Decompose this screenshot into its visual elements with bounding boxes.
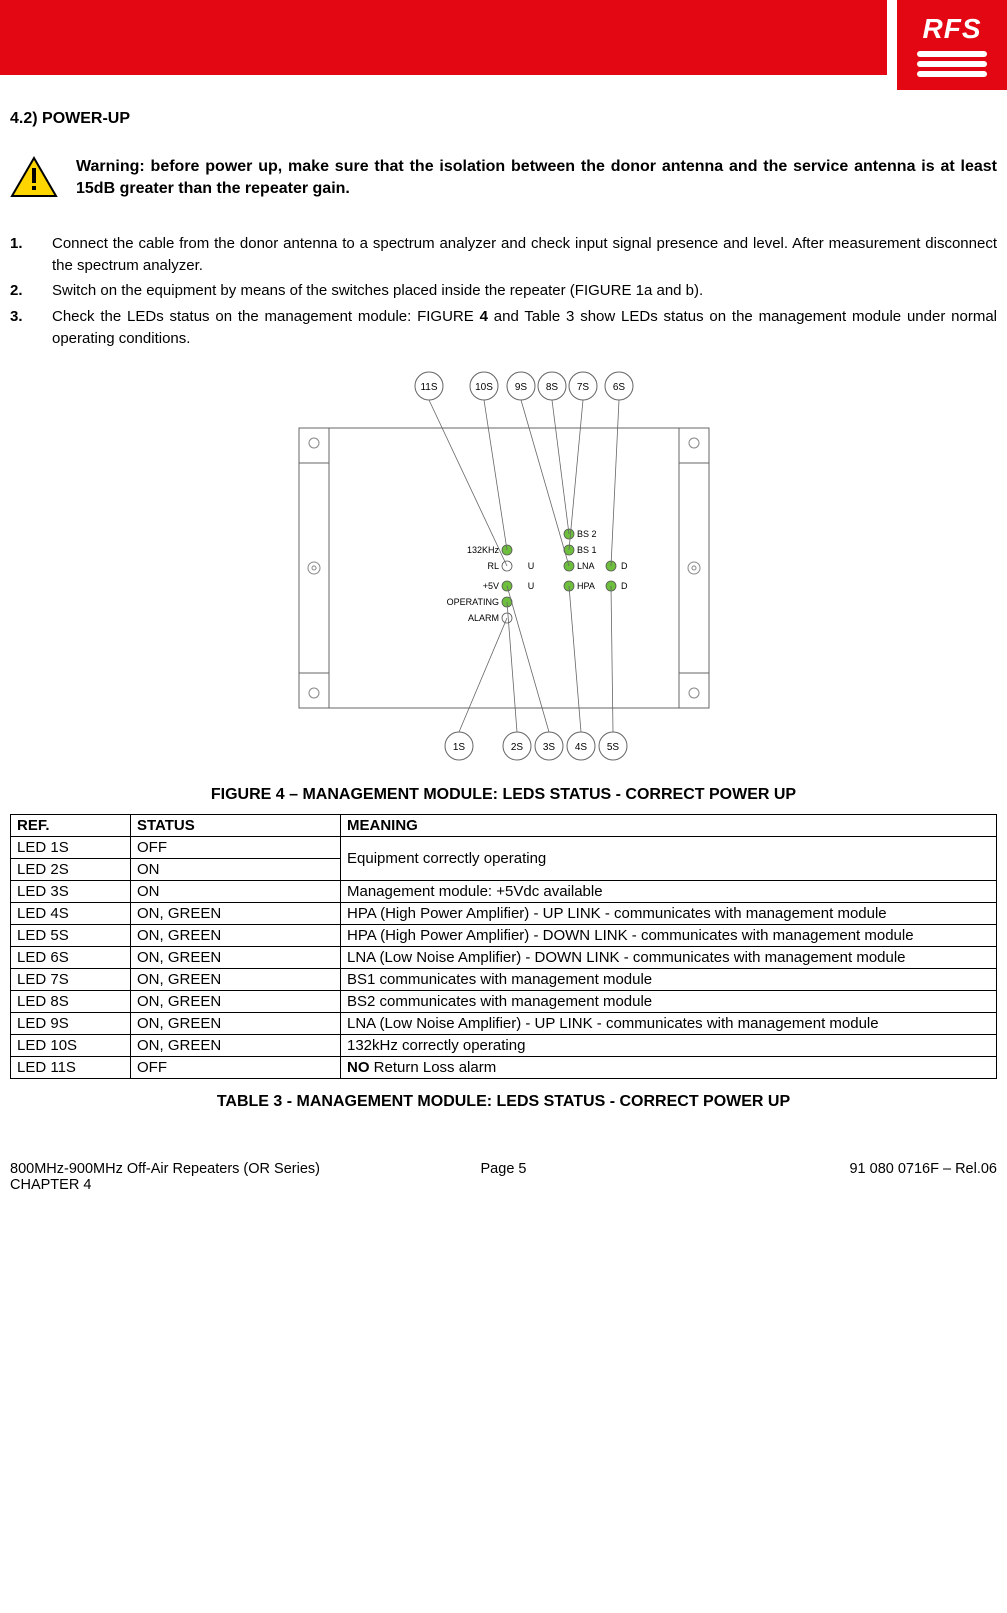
- table-row: LED 9SON, GREENLNA (Low Noise Amplifier)…: [11, 1012, 997, 1034]
- footer-page-number: Page 5: [481, 1161, 527, 1177]
- table-caption: TABLE 3 - MANAGEMENT MODULE: LEDS STATUS…: [10, 1093, 997, 1111]
- svg-text:D: D: [621, 581, 628, 591]
- red-banner: [0, 0, 887, 75]
- cell-ref: LED 3S: [11, 880, 131, 902]
- table-row: LED 11SOFFNO Return Loss alarm: [11, 1056, 997, 1078]
- section-title: 4.2) POWER-UP: [10, 110, 997, 128]
- cell-ref: LED 8S: [11, 990, 131, 1012]
- table-row: LED 10SON, GREEN132kHz correctly operati…: [11, 1034, 997, 1056]
- table-row: LED 5SON, GREENHPA (High Power Amplifier…: [11, 924, 997, 946]
- svg-text:D: D: [621, 561, 628, 571]
- step-item: 3. Check the LEDs status on the manageme…: [10, 306, 997, 350]
- svg-text:132KHz: 132KHz: [466, 545, 499, 555]
- steps-list: 1. Connect the cable from the donor ante…: [10, 233, 997, 350]
- cell-status: ON, GREEN: [131, 902, 341, 924]
- step-item: 1. Connect the cable from the donor ante…: [10, 233, 997, 277]
- cell-meaning: HPA (High Power Amplifier) - UP LINK - c…: [341, 902, 997, 924]
- cell-ref: LED 9S: [11, 1012, 131, 1034]
- cell-ref: LED 2S: [11, 858, 131, 880]
- footer-left: 800MHz-900MHz Off-Air Repeaters (OR Seri…: [10, 1161, 320, 1193]
- table-row: LED 4SON, GREENHPA (High Power Amplifier…: [11, 902, 997, 924]
- header-band: RFS: [0, 0, 1007, 90]
- svg-text:11S: 11S: [420, 382, 437, 393]
- brand-logo: RFS: [897, 0, 1007, 90]
- cell-ref: LED 7S: [11, 968, 131, 990]
- table-header-meaning: MEANING: [341, 814, 997, 836]
- led-status-table: REF. STATUS MEANING LED 1SOFFEquipment c…: [10, 814, 997, 1079]
- svg-text:3S: 3S: [542, 742, 555, 753]
- svg-text:BS 2: BS 2: [577, 529, 597, 539]
- cell-status: ON, GREEN: [131, 946, 341, 968]
- cell-meaning: BS1 communicates with management module: [341, 968, 997, 990]
- svg-text:ALARM: ALARM: [467, 613, 498, 623]
- step-item: 2. Switch on the equipment by means of t…: [10, 280, 997, 302]
- table-header-status: STATUS: [131, 814, 341, 836]
- cell-status: ON, GREEN: [131, 1012, 341, 1034]
- table-row: LED 1SOFFEquipment correctly operating: [11, 836, 997, 858]
- svg-text:HPA: HPA: [577, 581, 595, 591]
- svg-text:8S: 8S: [545, 382, 558, 393]
- svg-text:5S: 5S: [606, 742, 619, 753]
- cell-meaning: Equipment correctly operating: [341, 836, 997, 880]
- table-row: LED 7SON, GREENBS1 communicates with man…: [11, 968, 997, 990]
- cell-status: ON, GREEN: [131, 924, 341, 946]
- svg-text:4S: 4S: [574, 742, 587, 753]
- cell-status: OFF: [131, 836, 341, 858]
- cell-status: ON, GREEN: [131, 1034, 341, 1056]
- step-number: 2.: [10, 280, 34, 302]
- cell-ref: LED 11S: [11, 1056, 131, 1078]
- cell-ref: LED 5S: [11, 924, 131, 946]
- step-number: 1.: [10, 233, 34, 277]
- management-module-diagram: 11S 10S 9S 8S 7S 6S BS 2 132KHz BS 1 RL U LNA D +5V U…: [259, 368, 749, 768]
- cell-status: ON, GREEN: [131, 968, 341, 990]
- table-header-ref: REF.: [11, 814, 131, 836]
- footer-right: 91 080 0716F – Rel.06: [849, 1161, 997, 1193]
- svg-text:RL: RL: [487, 561, 499, 571]
- svg-text:6S: 6S: [612, 382, 625, 393]
- svg-text:U: U: [527, 561, 534, 571]
- cell-meaning: LNA (Low Noise Amplifier) - DOWN LINK - …: [341, 946, 997, 968]
- table-row: LED 6SON, GREENLNA (Low Noise Amplifier)…: [11, 946, 997, 968]
- cell-status: ON: [131, 880, 341, 902]
- logo-text: RFS: [917, 13, 987, 45]
- cell-ref: LED 4S: [11, 902, 131, 924]
- page-footer: 800MHz-900MHz Off-Air Repeaters (OR Seri…: [0, 1161, 1007, 1207]
- cell-ref: LED 1S: [11, 836, 131, 858]
- cell-meaning: NO Return Loss alarm: [341, 1056, 997, 1078]
- svg-text:9S: 9S: [514, 382, 527, 393]
- svg-text:2S: 2S: [510, 742, 523, 753]
- cell-status: OFF: [131, 1056, 341, 1078]
- svg-text:U: U: [527, 581, 534, 591]
- cell-meaning: Management module: +5Vdc available: [341, 880, 997, 902]
- figure-4: 11S 10S 9S 8S 7S 6S BS 2 132KHz BS 1 RL U LNA D +5V U…: [10, 368, 997, 772]
- svg-text:LNA: LNA: [577, 561, 595, 571]
- figure-caption: FIGURE 4 – MANAGEMENT MODULE: LEDS STATU…: [10, 786, 997, 804]
- cell-meaning: 132kHz correctly operating: [341, 1034, 997, 1056]
- cell-meaning: HPA (High Power Amplifier) - DOWN LINK -…: [341, 924, 997, 946]
- step-number: 3.: [10, 306, 34, 350]
- logo-waves-icon: [917, 51, 987, 77]
- warning-text: Warning: before power up, make sure that…: [76, 156, 997, 201]
- cell-ref: LED 10S: [11, 1034, 131, 1056]
- svg-text:10S: 10S: [475, 382, 493, 393]
- step-text: Switch on the equipment by means of the …: [52, 280, 997, 302]
- svg-text:7S: 7S: [576, 382, 589, 393]
- warning-triangle-icon: [10, 156, 58, 198]
- step-text: Connect the cable from the donor antenna…: [52, 233, 997, 277]
- cell-meaning: BS2 communicates with management module: [341, 990, 997, 1012]
- svg-text:BS 1: BS 1: [577, 545, 597, 555]
- cell-status: ON: [131, 858, 341, 880]
- step-text: Check the LEDs status on the management …: [52, 306, 997, 350]
- cell-status: ON, GREEN: [131, 990, 341, 1012]
- cell-ref: LED 6S: [11, 946, 131, 968]
- svg-text:1S: 1S: [452, 742, 465, 753]
- table-row: LED 3SONManagement module: +5Vdc availab…: [11, 880, 997, 902]
- cell-meaning: LNA (Low Noise Amplifier) - UP LINK - co…: [341, 1012, 997, 1034]
- table-row: LED 8SON, GREENBS2 communicates with man…: [11, 990, 997, 1012]
- warning-block: Warning: before power up, make sure that…: [10, 156, 997, 201]
- svg-text:+5V: +5V: [482, 581, 498, 591]
- svg-text:OPERATING: OPERATING: [446, 597, 498, 607]
